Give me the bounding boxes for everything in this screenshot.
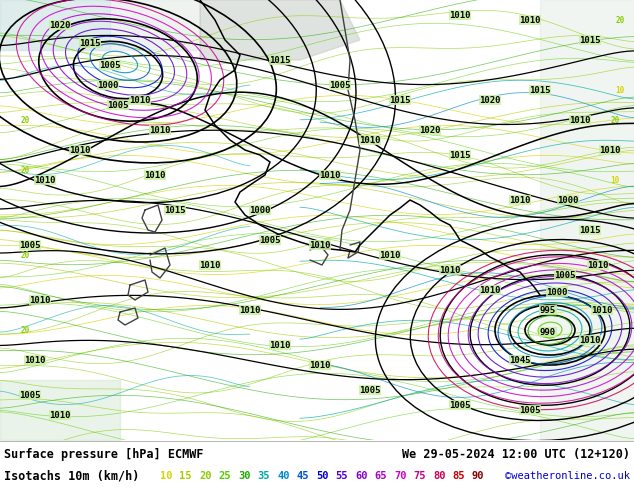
Text: 1010: 1010 — [24, 356, 46, 365]
Text: 1005: 1005 — [19, 391, 41, 399]
Text: 1010: 1010 — [199, 261, 221, 270]
Text: 1010: 1010 — [359, 136, 381, 145]
Text: 1015: 1015 — [450, 150, 471, 160]
Text: 1000: 1000 — [557, 196, 579, 204]
Text: 20: 20 — [20, 166, 30, 174]
Text: 1045: 1045 — [509, 356, 531, 365]
Text: 1005: 1005 — [19, 241, 41, 249]
Text: 20: 20 — [611, 116, 619, 124]
Text: 40: 40 — [277, 471, 290, 481]
Text: 10: 10 — [616, 85, 624, 95]
Text: 50: 50 — [316, 471, 328, 481]
Text: 10: 10 — [160, 471, 172, 481]
Text: 1010: 1010 — [320, 171, 340, 179]
Text: 1000: 1000 — [97, 80, 119, 90]
Text: 1010: 1010 — [579, 336, 601, 344]
Text: 45: 45 — [297, 471, 309, 481]
Text: 1015: 1015 — [579, 225, 601, 235]
Text: 1010: 1010 — [379, 250, 401, 260]
Text: 1010: 1010 — [509, 196, 531, 204]
Text: 30: 30 — [238, 471, 250, 481]
Text: 65: 65 — [375, 471, 387, 481]
Text: 1005: 1005 — [259, 236, 281, 245]
Text: 1010: 1010 — [49, 411, 71, 419]
Text: 1010: 1010 — [519, 16, 541, 24]
Text: 1015: 1015 — [389, 96, 411, 104]
Text: 1010: 1010 — [269, 341, 291, 349]
Text: 35: 35 — [257, 471, 270, 481]
Text: 995: 995 — [540, 305, 556, 315]
Text: 20: 20 — [20, 250, 30, 260]
Text: 25: 25 — [219, 471, 231, 481]
Text: 1005: 1005 — [519, 406, 541, 415]
Text: 1010: 1010 — [145, 171, 165, 179]
Text: 1020: 1020 — [479, 96, 501, 104]
Text: 1005: 1005 — [450, 400, 471, 410]
Text: 1010: 1010 — [69, 146, 91, 154]
Text: 1020: 1020 — [419, 125, 441, 135]
Text: Isotachs 10m (km/h): Isotachs 10m (km/h) — [4, 469, 139, 483]
Text: 1010: 1010 — [569, 116, 591, 124]
Text: 1015: 1015 — [529, 85, 551, 95]
Text: 20: 20 — [20, 116, 30, 124]
Text: 55: 55 — [335, 471, 348, 481]
Text: 75: 75 — [413, 471, 426, 481]
Text: 1015: 1015 — [79, 39, 101, 48]
Text: 1015: 1015 — [579, 35, 601, 45]
Text: 10: 10 — [611, 175, 619, 185]
Text: 1015: 1015 — [269, 55, 291, 65]
Text: 1010: 1010 — [439, 266, 461, 274]
Text: 1010: 1010 — [479, 286, 501, 294]
Text: 85: 85 — [453, 471, 465, 481]
Text: 1005: 1005 — [329, 80, 351, 90]
Text: 1005: 1005 — [359, 386, 381, 394]
Text: Surface pressure [hPa] ECMWF: Surface pressure [hPa] ECMWF — [4, 447, 204, 461]
Text: 20: 20 — [616, 16, 624, 24]
Text: 1010: 1010 — [309, 241, 331, 249]
Text: 1015: 1015 — [164, 205, 186, 215]
Text: 1000: 1000 — [547, 288, 568, 296]
Text: 1010: 1010 — [29, 295, 51, 304]
Text: 1010: 1010 — [309, 361, 331, 369]
Text: 1010: 1010 — [239, 305, 261, 315]
Text: 1010: 1010 — [129, 96, 151, 104]
Text: ©weatheronline.co.uk: ©weatheronline.co.uk — [505, 471, 630, 481]
Text: 90: 90 — [472, 471, 484, 481]
Text: 1005: 1005 — [107, 100, 129, 109]
Text: 20: 20 — [20, 325, 30, 335]
Text: 1010: 1010 — [34, 175, 56, 185]
Text: 20: 20 — [199, 471, 212, 481]
Text: We 29-05-2024 12:00 UTC (12+120): We 29-05-2024 12:00 UTC (12+120) — [402, 447, 630, 461]
Text: 1005: 1005 — [100, 60, 120, 70]
Text: 1005: 1005 — [554, 270, 576, 279]
Text: 1010: 1010 — [599, 146, 621, 154]
Text: 70: 70 — [394, 471, 406, 481]
Polygon shape — [200, 0, 360, 60]
Text: 1020: 1020 — [49, 21, 71, 29]
Text: 1010: 1010 — [592, 305, 612, 315]
Text: 990: 990 — [540, 327, 556, 337]
Text: 1010: 1010 — [587, 261, 609, 270]
Text: 60: 60 — [355, 471, 368, 481]
Text: 1010: 1010 — [149, 125, 171, 135]
Text: 15: 15 — [179, 471, 192, 481]
Text: 1010: 1010 — [450, 10, 471, 20]
Text: 80: 80 — [433, 471, 446, 481]
Text: 1000: 1000 — [249, 205, 271, 215]
